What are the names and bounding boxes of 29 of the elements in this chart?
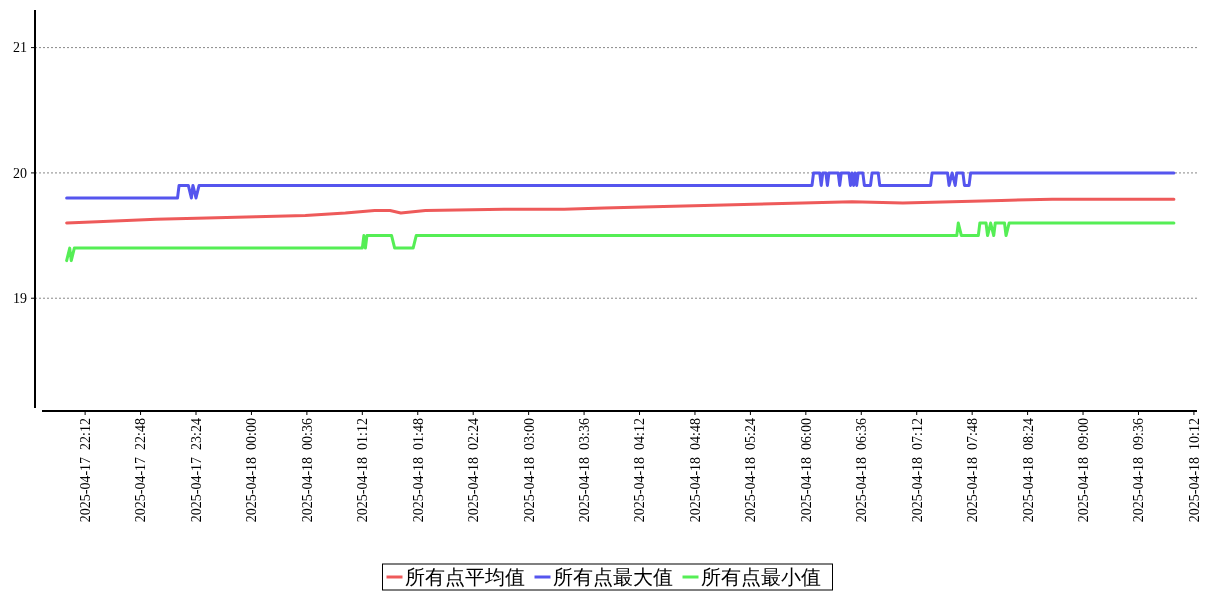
- x-tick-label: 2025-04-18 01:12: [355, 418, 371, 523]
- x-tick-label: 2025-04-18 03:00: [521, 418, 537, 523]
- legend-label: 所有点平均值: [404, 566, 525, 589]
- x-tick-label: 2025-04-18 07:48: [965, 418, 981, 523]
- y-tick-label: 21: [13, 40, 27, 56]
- line-series: [65, 221, 1176, 263]
- x-tick-label: 2025-04-17 22:12: [78, 418, 94, 523]
- x-tick-label: 2025-04-18 08:24: [1020, 418, 1036, 523]
- x-tick-label: 2025-04-18 06:36: [854, 418, 870, 523]
- x-tick-label: 2025-04-18 00:00: [244, 418, 260, 523]
- x-tick-label: 2025-04-18 06:00: [798, 418, 814, 523]
- y-tick-label: 19: [13, 291, 27, 307]
- x-tick-label: 2025-04-18 09:36: [1131, 418, 1147, 523]
- line-series: [65, 197, 1176, 225]
- x-tick-label: 2025-04-18 02:24: [466, 418, 482, 523]
- x-tick-label: 2025-04-18 07:12: [909, 418, 925, 523]
- legend-label: 所有点最小值: [700, 566, 821, 589]
- x-tick-label: 2025-04-18 05:24: [743, 418, 759, 523]
- x-tick-label: 2025-04-18 00:36: [299, 418, 315, 523]
- legend-label: 所有点最大值: [552, 566, 673, 589]
- x-tick-label: 2025-04-18 01:48: [410, 418, 426, 523]
- x-tick-label: 2025-04-18 04:48: [687, 418, 703, 523]
- x-tick-label: 2025-04-18 09:00: [1075, 418, 1091, 523]
- x-tick-label: 2025-04-18 10:12: [1186, 418, 1202, 523]
- x-tick-label: 2025-04-17 22:48: [133, 418, 149, 523]
- x-tick-label: 2025-04-18 04:12: [632, 418, 648, 523]
- y-tick-label: 20: [13, 165, 27, 181]
- x-tick-label: 2025-04-17 23:24: [188, 418, 204, 523]
- x-tick-label: 2025-04-18 03:36: [576, 418, 592, 523]
